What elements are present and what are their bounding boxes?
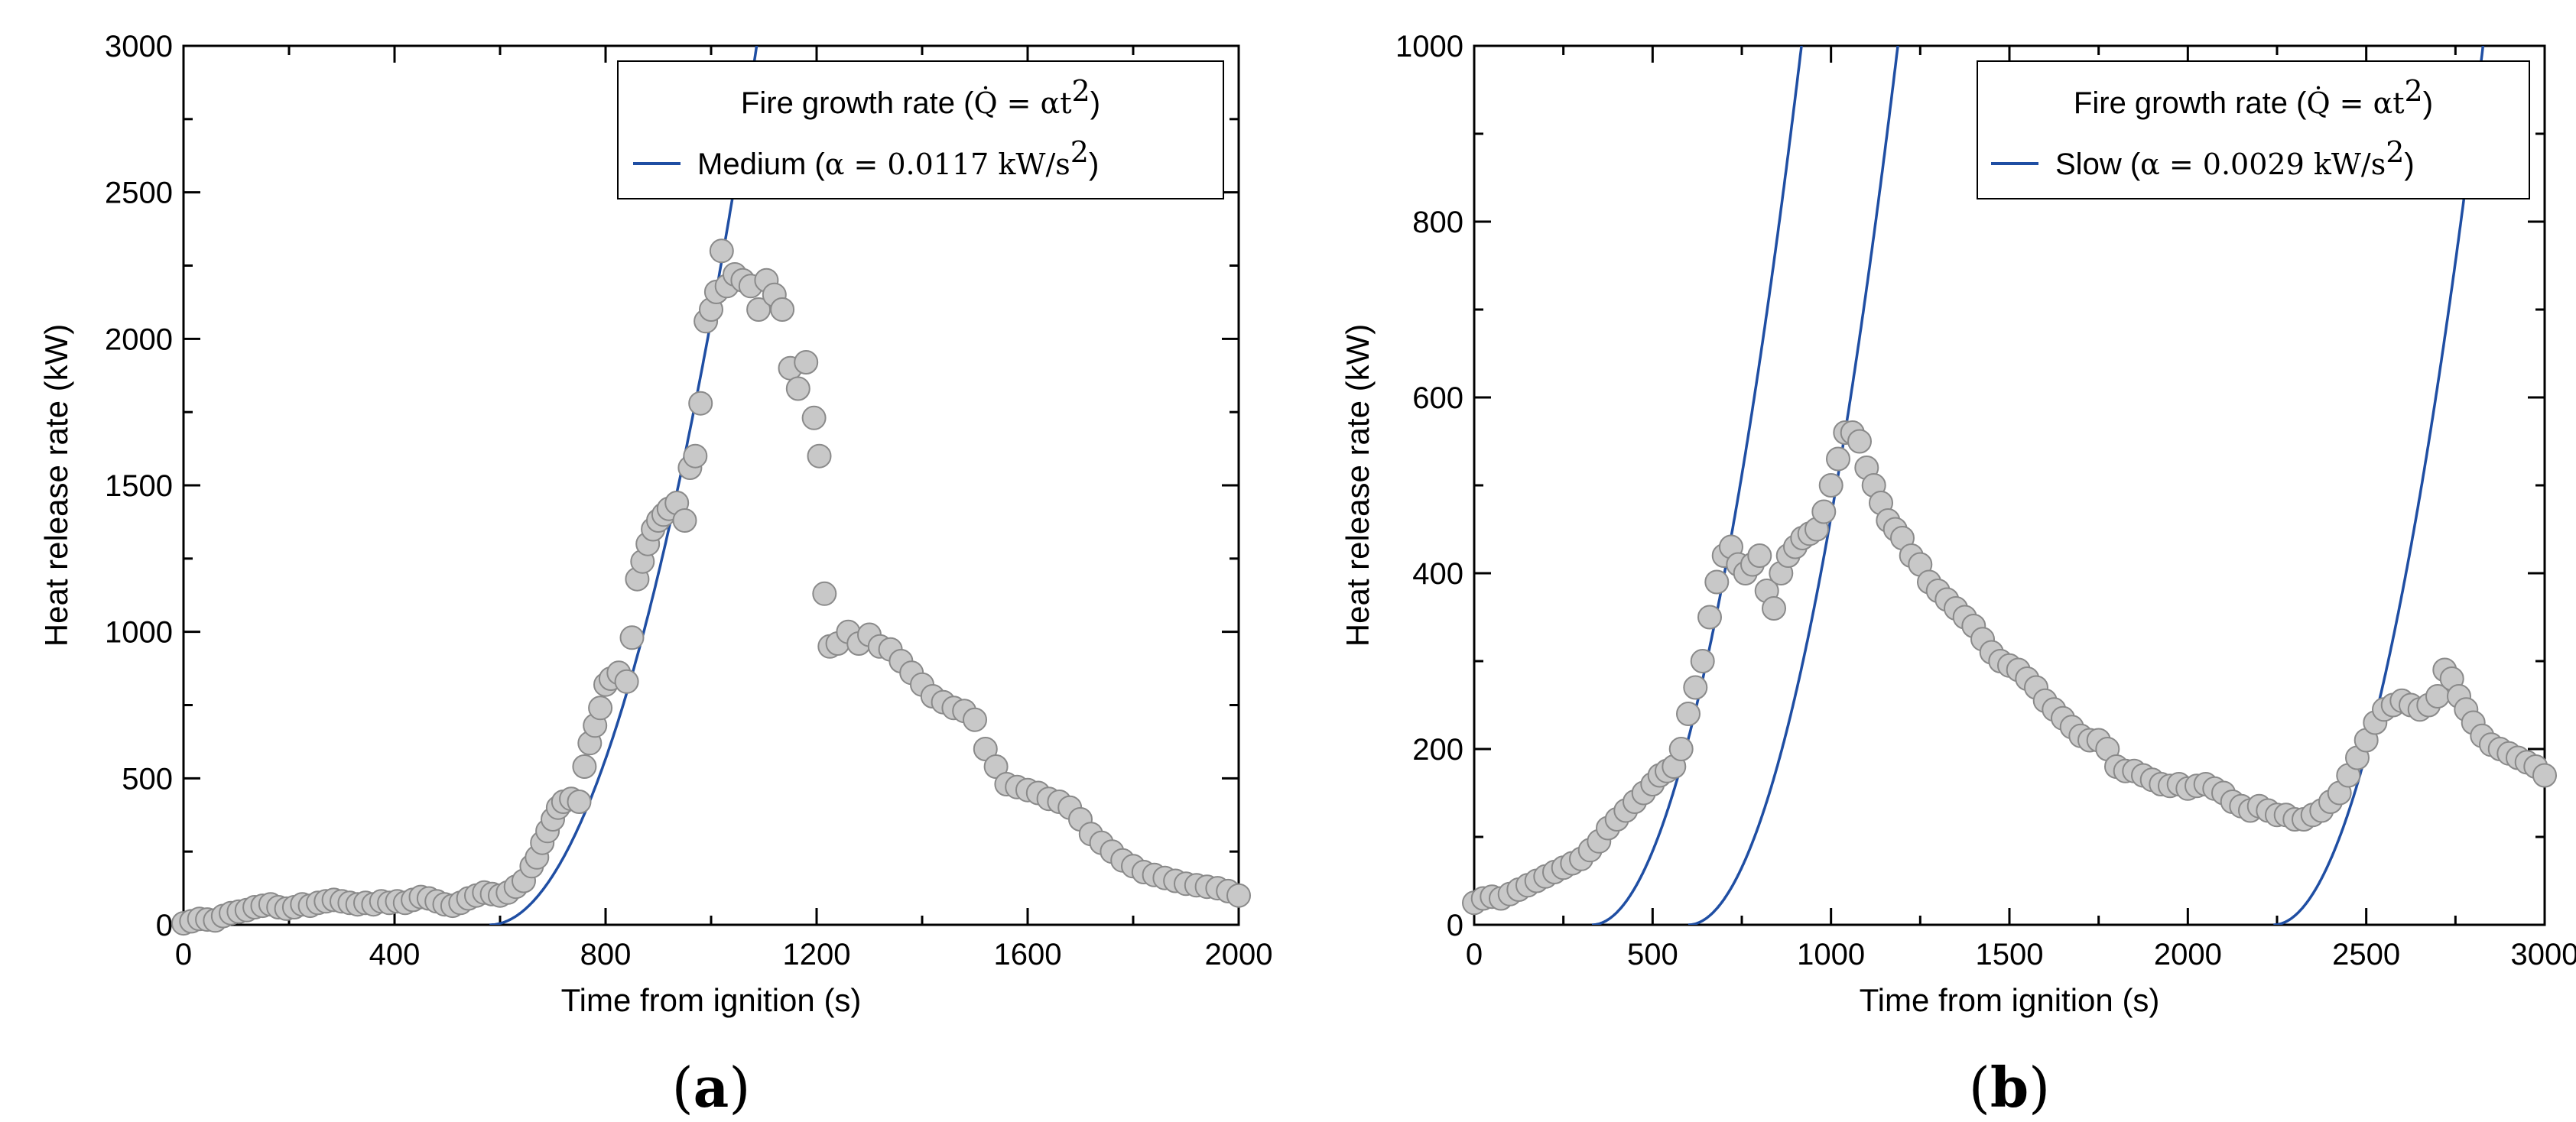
data-point xyxy=(2532,763,2557,788)
data-point xyxy=(688,391,713,416)
panel-a-label: (a) xyxy=(672,1055,751,1120)
data-point xyxy=(807,443,832,469)
data-point xyxy=(572,754,597,779)
panel-b-ticks: 0 500 1000 1500 2000 2500 3000 0 200 400 600 800 100… xyxy=(1395,30,2576,971)
y-tick-label: 1000 xyxy=(1395,30,1463,63)
data-point xyxy=(1747,543,1772,568)
data-point xyxy=(1818,473,1843,498)
x-tick-label: 1200 xyxy=(783,938,851,971)
data-point xyxy=(1683,675,1708,700)
data-point xyxy=(1811,499,1837,524)
data-point xyxy=(1826,446,1850,472)
y-tick-label: 2500 xyxy=(105,177,173,210)
growth-curve xyxy=(1592,46,1803,925)
y-tick-label: 500 xyxy=(122,762,173,796)
x-tick-label: 400 xyxy=(369,938,421,971)
panel-a-legend-title: Fire growth rate (Q̇ = αt2) xyxy=(741,74,1100,120)
data-point xyxy=(1704,569,1730,595)
y-tick-label: 2000 xyxy=(105,323,173,356)
panel-a-points xyxy=(171,238,1251,936)
panel-a-legend: Fire growth rate (Q̇ = αt2) Medium (α = … xyxy=(617,60,1224,199)
data-point xyxy=(614,669,639,694)
panel-b-x-axis-label: Time from ignition (s) xyxy=(1860,982,2160,1018)
x-tick-label: 0 xyxy=(1466,938,1483,971)
panel-a-y-axis-label: Heat release rate (kW) xyxy=(38,324,74,647)
panel-b-legend-title: Fire growth rate (Q̇ = αt2) xyxy=(2074,74,2433,120)
x-tick-label: 800 xyxy=(580,938,632,971)
panel-a-chart: 0 400 800 1200 1600 2000 0 500 1000 1500 2000 2500 3… xyxy=(38,30,1272,1120)
panel-a-legend-box xyxy=(617,60,1224,199)
data-point xyxy=(588,696,613,721)
data-point xyxy=(785,376,810,401)
panel-a-legend-entry: Medium (α = 0.0117 kW/s2) xyxy=(697,135,1099,181)
data-point xyxy=(770,297,795,322)
y-tick-label: 400 xyxy=(1412,557,1463,591)
y-tick-label: 3000 xyxy=(105,30,173,63)
panel-b-label: (b) xyxy=(1969,1055,2051,1120)
panel-b-y-axis-label: Heat release rate (kW) xyxy=(1340,324,1376,647)
panel-b-legend-entry: Slow (α = 0.0029 kW/s2) xyxy=(2055,135,2415,181)
data-point xyxy=(794,350,819,375)
y-tick-label: 600 xyxy=(1412,381,1463,415)
x-tick-label: 1500 xyxy=(1976,938,2044,971)
x-tick-label: 0 xyxy=(175,938,192,971)
data-point xyxy=(1676,702,1701,726)
panel-b-legend: Fire growth rate (Q̇ = αt2) Slow (α = 0.… xyxy=(1977,60,2530,199)
panel-b-chart: 0 500 1000 1500 2000 2500 3000 0 200 400 600 800 100… xyxy=(1340,30,2576,1120)
y-tick-label: 800 xyxy=(1412,206,1463,239)
data-point xyxy=(567,790,592,814)
panel-b-points xyxy=(1462,420,2557,916)
y-tick-label: 1000 xyxy=(105,616,173,650)
panel-a-ticks: 0 400 800 1200 1600 2000 0 500 1000 1500 2000 2500 3… xyxy=(105,30,1272,971)
data-point xyxy=(1226,883,1251,908)
data-point xyxy=(672,508,697,533)
data-point xyxy=(709,238,734,264)
x-tick-label: 1600 xyxy=(994,938,1062,971)
x-tick-label: 1000 xyxy=(1797,938,1865,971)
panel-b-legend-box xyxy=(1977,60,2530,199)
y-tick-label: 0 xyxy=(156,909,173,942)
x-tick-label: 2000 xyxy=(1205,938,1273,971)
y-tick-label: 200 xyxy=(1412,733,1463,767)
data-point xyxy=(619,625,645,650)
y-tick-label: 0 xyxy=(1447,909,1463,942)
x-tick-label: 500 xyxy=(1627,938,1678,971)
data-point xyxy=(1762,596,1786,621)
x-tick-label: 2000 xyxy=(2154,938,2222,971)
y-tick-label: 1500 xyxy=(105,469,173,503)
data-point xyxy=(812,581,837,606)
data-point xyxy=(1690,649,1715,673)
data-point xyxy=(963,707,987,732)
x-tick-label: 3000 xyxy=(2511,938,2576,971)
growth-curve xyxy=(1688,46,1899,925)
data-point xyxy=(801,405,827,430)
data-point xyxy=(1847,429,1872,454)
growth-curve xyxy=(2273,46,2485,925)
x-tick-label: 2500 xyxy=(2332,938,2400,971)
panel-a-x-axis-label: Time from ignition (s) xyxy=(561,982,862,1018)
data-point xyxy=(1668,737,1694,761)
data-point xyxy=(683,443,708,469)
data-point xyxy=(1697,605,1722,630)
